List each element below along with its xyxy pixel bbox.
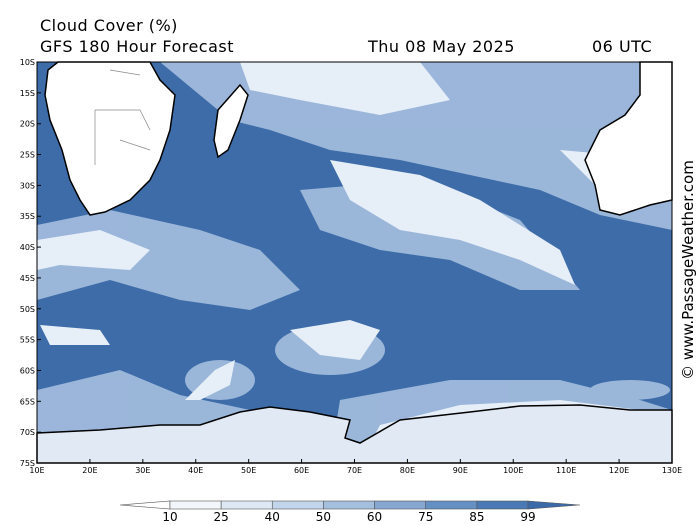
colorbar-arrow-left bbox=[119, 500, 171, 510]
colorbar-label: 40 bbox=[265, 510, 280, 524]
colorbar-label: 75 bbox=[418, 510, 433, 524]
lon-label: 50E bbox=[241, 466, 256, 475]
lat-label: 45S bbox=[20, 274, 35, 283]
colorbar-segment bbox=[220, 500, 273, 510]
lat-label: 35S bbox=[20, 212, 35, 221]
lon-label: 60E bbox=[294, 466, 309, 475]
lon-label: 20E bbox=[82, 466, 97, 475]
lat-label: 60S bbox=[20, 366, 35, 375]
lat-label: 55S bbox=[20, 336, 35, 345]
colorbar-segment bbox=[374, 500, 427, 510]
colorbar-segment bbox=[476, 500, 529, 510]
lat-label: 20S bbox=[20, 120, 35, 129]
lon-label: 100E bbox=[503, 466, 523, 475]
lat-label: 75S bbox=[20, 459, 35, 468]
lat-label: 15S bbox=[20, 89, 35, 98]
subtitle: GFS 180 Hour Forecast bbox=[40, 37, 234, 56]
lon-label: 70E bbox=[347, 466, 362, 475]
lon-label: 10E bbox=[29, 466, 44, 475]
colorbar-segment bbox=[323, 500, 375, 510]
time: 06 UTC bbox=[592, 37, 652, 56]
colorbar-label: 10 bbox=[162, 510, 177, 524]
watermark: © www.PassageWeather.com bbox=[679, 160, 697, 380]
borders bbox=[94, 69, 151, 165]
coastlines bbox=[36, 61, 673, 464]
colorbar-label: 99 bbox=[520, 510, 535, 524]
lat-label: 40S bbox=[20, 243, 35, 252]
lat-label: 30S bbox=[20, 181, 35, 190]
colorbar-segment bbox=[425, 500, 478, 510]
colorbar-segment bbox=[271, 500, 324, 510]
colorbar-label: 85 bbox=[469, 510, 484, 524]
colorbar-segment bbox=[169, 500, 222, 510]
lat-label: 65S bbox=[20, 397, 35, 406]
lat-label: 25S bbox=[20, 151, 35, 160]
lon-label: 90E bbox=[453, 466, 468, 475]
lon-label: 120E bbox=[609, 466, 629, 475]
colorbar-label: 60 bbox=[367, 510, 382, 524]
date: Thu 08 May 2025 bbox=[367, 37, 515, 56]
colorbar-arrow-right bbox=[527, 500, 581, 510]
colorbar-label: 25 bbox=[214, 510, 229, 524]
map-area bbox=[36, 61, 673, 464]
lat-label: 70S bbox=[20, 428, 35, 437]
lon-label: 40E bbox=[188, 466, 203, 475]
lon-label: 80E bbox=[400, 466, 415, 475]
lat-label: 50S bbox=[20, 305, 35, 314]
colorbar-label: 50 bbox=[316, 510, 331, 524]
lat-label: 10S bbox=[20, 58, 35, 67]
lon-label: 130E bbox=[662, 466, 682, 475]
title: Cloud Cover (%) bbox=[40, 16, 178, 35]
lon-label: 30E bbox=[135, 466, 150, 475]
lon-label: 110E bbox=[556, 466, 576, 475]
